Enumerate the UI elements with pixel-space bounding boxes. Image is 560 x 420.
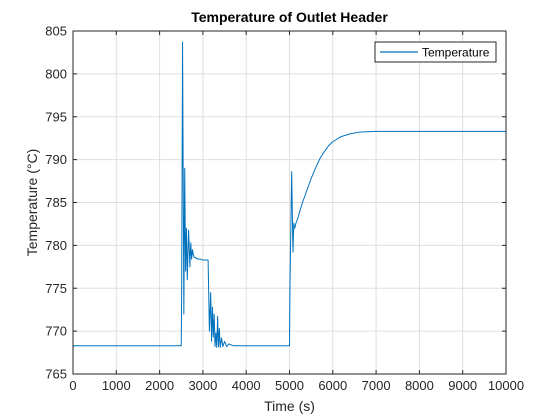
x-tick-label: 4000 bbox=[232, 378, 261, 393]
ticks: 0 1000 2000 3000 4000 5000 6000 7000 8000 9000 100… bbox=[45, 24, 524, 394]
series-layer bbox=[72, 41, 506, 349]
x-tick-label: 8000 bbox=[405, 378, 434, 393]
y-axis-label: Temperature (°C) bbox=[24, 149, 40, 257]
legend-box bbox=[374, 41, 497, 63]
x-tick-label: 2000 bbox=[145, 378, 174, 393]
x-tick-label: 6000 bbox=[318, 378, 347, 393]
y-tick-label: 775 bbox=[45, 281, 67, 296]
series-line-temperature bbox=[72, 41, 506, 349]
chart-title: Temperature of Outlet Header bbox=[191, 9, 388, 25]
legend-label-temperature: Temperature bbox=[422, 46, 490, 60]
x-tick-label: 9000 bbox=[448, 378, 477, 393]
y-tick-label: 770 bbox=[45, 324, 67, 339]
y-tick-label: 765 bbox=[45, 367, 67, 382]
x-tick-label: 1000 bbox=[102, 378, 131, 393]
x-tick-label: 7000 bbox=[362, 378, 391, 393]
y-tick-label: 795 bbox=[45, 109, 67, 124]
x-tick-label: 10000 bbox=[488, 378, 524, 393]
y-tick-label: 805 bbox=[45, 24, 67, 39]
x-tick-label: 5000 bbox=[275, 378, 304, 393]
y-tick-label: 790 bbox=[45, 152, 67, 167]
x-axis-label: Time (s) bbox=[264, 398, 315, 414]
y-tick-label: 800 bbox=[45, 66, 67, 81]
y-tick-label: 780 bbox=[45, 238, 67, 253]
x-tick-label: 0 bbox=[69, 378, 76, 393]
legend: Temperature bbox=[374, 41, 497, 63]
x-tick-label: 3000 bbox=[188, 378, 217, 393]
y-tick-label: 785 bbox=[45, 195, 67, 210]
